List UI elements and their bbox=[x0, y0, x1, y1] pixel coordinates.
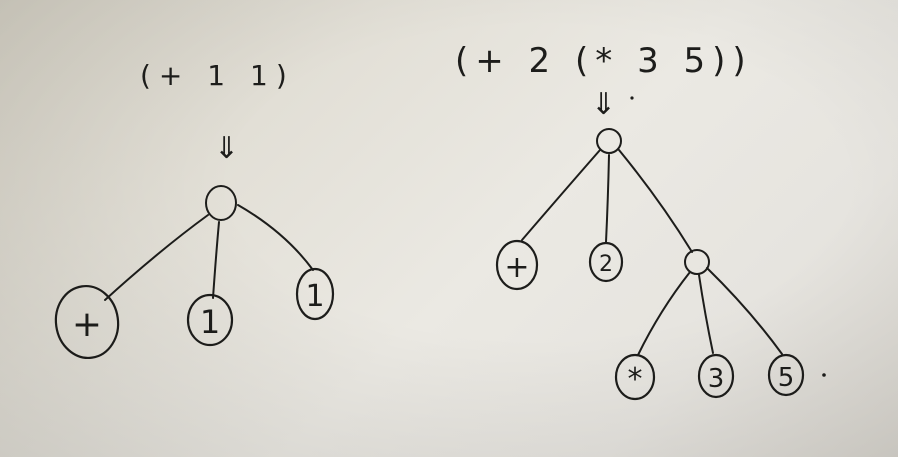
left-expression: (+ 1 1) bbox=[140, 59, 295, 92]
right-root-node bbox=[596, 128, 622, 154]
right-node-two: 2 bbox=[588, 241, 624, 283]
right-arrow: ⇓ bbox=[591, 87, 616, 122]
left-node-one-a: 1 bbox=[186, 293, 234, 347]
left-edge-plus bbox=[104, 214, 209, 301]
left-arrow: ⇓ bbox=[214, 131, 239, 166]
right-node-two-label: 2 bbox=[599, 252, 613, 277]
left-node-one-a-label: 1 bbox=[200, 303, 220, 341]
left-tree: (+ 1 1) ⇓ + 1 1 bbox=[54, 59, 335, 360]
right-node-star: * bbox=[614, 353, 656, 401]
right-node-star-label: * bbox=[628, 362, 643, 397]
left-node-plus: + bbox=[54, 284, 120, 360]
right-edge-five bbox=[706, 267, 783, 355]
right-edge-star bbox=[637, 271, 691, 356]
right-tree: (+ 2 (* 3 5)) ⇓ + 2 bbox=[455, 41, 826, 401]
left-edge-one-b bbox=[237, 204, 314, 271]
ink-dot bbox=[630, 96, 634, 100]
left-node-one-b: 1 bbox=[295, 267, 335, 321]
right-edge-two bbox=[605, 154, 610, 243]
left-node-plus-label: + bbox=[72, 304, 102, 345]
left-root-node bbox=[205, 185, 237, 221]
right-node-plus-label: + bbox=[504, 250, 529, 285]
left-edge-one-a bbox=[212, 221, 220, 299]
ink-dot bbox=[822, 373, 826, 377]
right-node-three: 3 bbox=[697, 353, 735, 399]
left-node-one-b-label: 1 bbox=[305, 279, 324, 314]
right-edge-three bbox=[698, 274, 714, 354]
right-node-three-label: 3 bbox=[708, 364, 725, 394]
right-node-five: 5 bbox=[767, 353, 805, 397]
right-subtree-node bbox=[684, 249, 710, 275]
right-edge-plus bbox=[521, 149, 601, 241]
right-edge-subtree bbox=[618, 149, 693, 253]
right-node-plus: + bbox=[495, 239, 539, 291]
right-node-five-label: 5 bbox=[778, 363, 795, 393]
right-expression: (+ 2 (* 3 5)) bbox=[455, 41, 753, 81]
